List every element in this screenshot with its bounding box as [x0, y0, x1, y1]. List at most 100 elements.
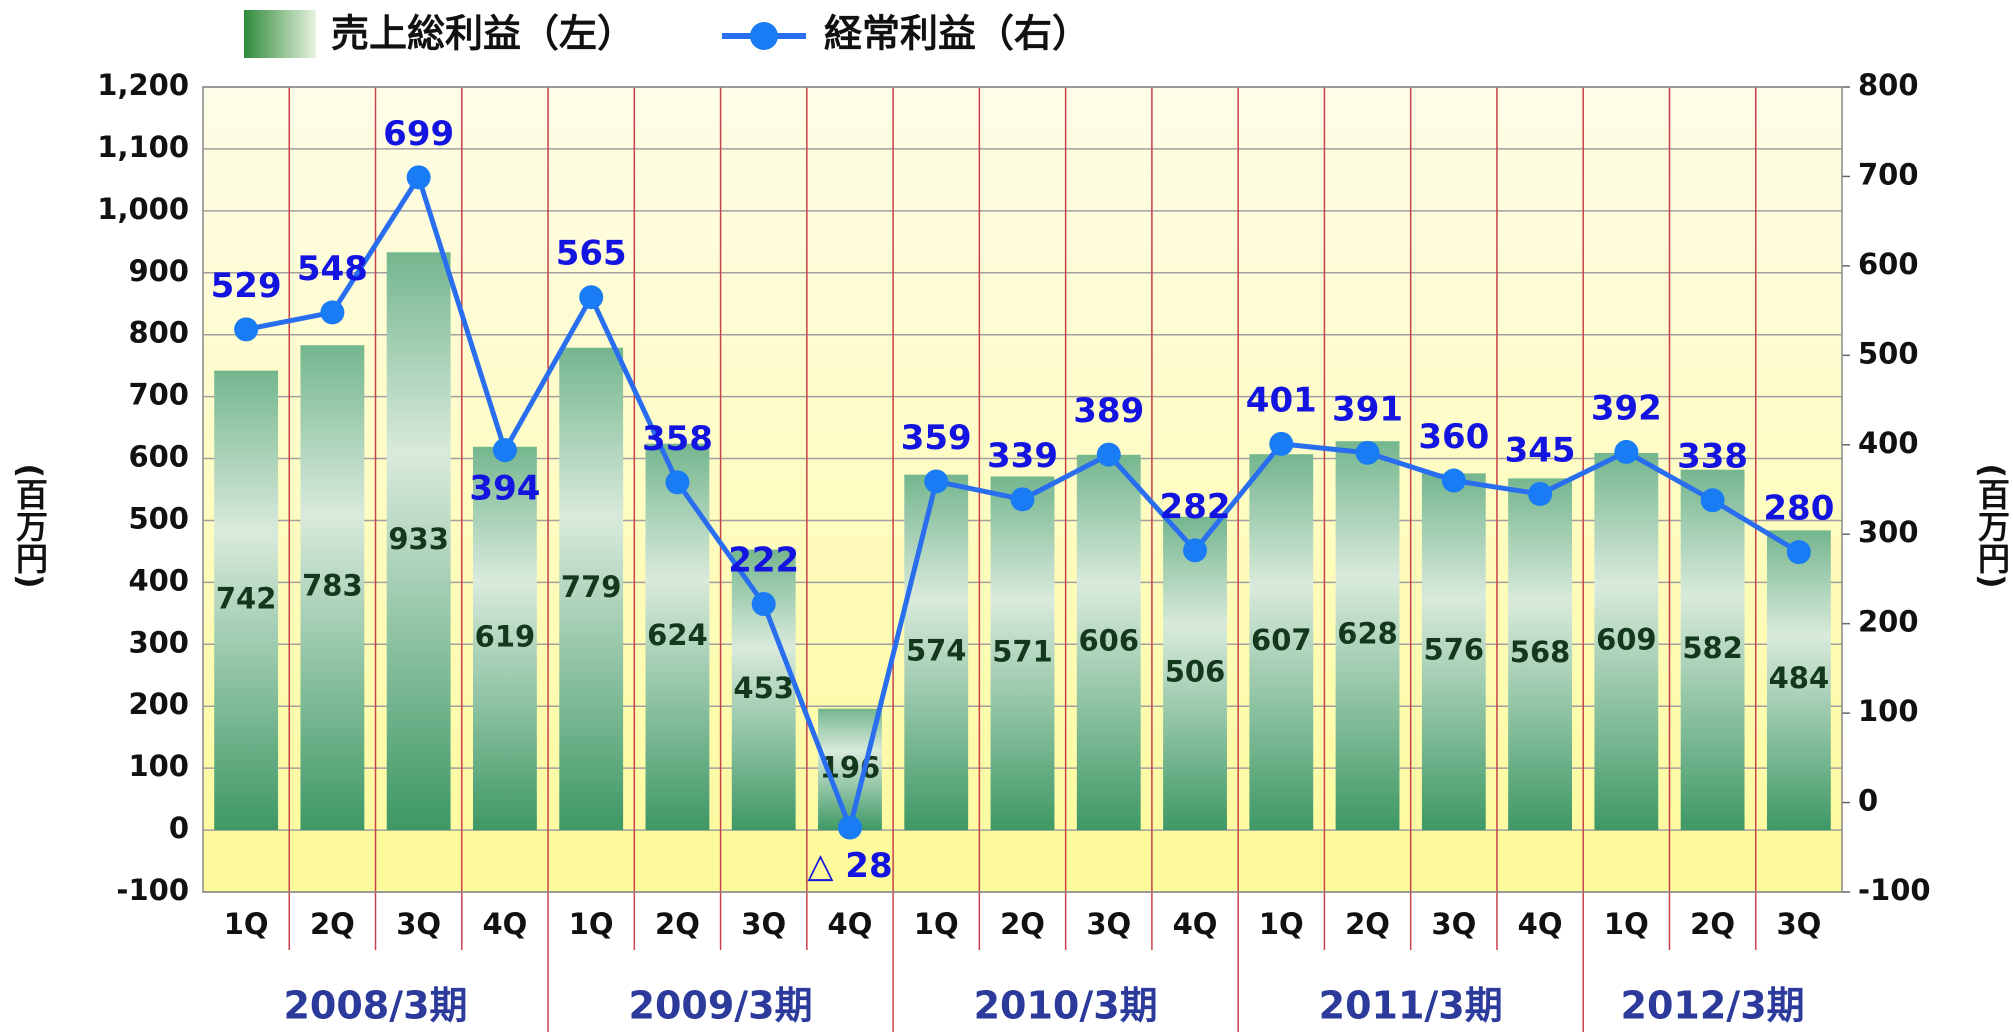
line-value-label: 394	[469, 469, 540, 509]
line-marker	[1528, 481, 1553, 506]
x-tick-label: 3Q	[396, 907, 441, 941]
x-tick-label: 4Q	[482, 907, 527, 941]
x-tick-label: 1Q	[224, 907, 269, 941]
line-value-label: 282	[1160, 487, 1231, 527]
bar-value-label: 484	[1769, 661, 1830, 695]
y-tick-label: 1,200	[97, 68, 189, 102]
y-tick-label: 100	[128, 749, 189, 783]
bar-value-label: 574	[906, 633, 967, 667]
line-marker	[406, 165, 431, 190]
line-marker	[1786, 540, 1811, 565]
x-tick-label: 4Q	[1518, 907, 1563, 941]
y-tick-label: -100	[116, 873, 189, 907]
bar	[214, 370, 279, 831]
x-tick-label: 2Q	[1690, 907, 1735, 941]
negative-band	[203, 830, 1842, 892]
y2-tick-label: 700	[1858, 157, 1919, 191]
line-value-label: 401	[1246, 380, 1317, 420]
line-marker	[1614, 439, 1639, 464]
line-value-label: 529	[211, 266, 282, 306]
y2-tick-label: -100	[1858, 873, 1931, 907]
bar-value-label: 624	[647, 618, 708, 652]
y2-tick-label: 200	[1858, 605, 1919, 639]
bar	[1163, 516, 1227, 831]
y2-tick-label: 800	[1858, 68, 1919, 102]
line-value-label: 699	[383, 114, 454, 154]
x-tick-label: 3Q	[1086, 907, 1131, 941]
line-marker	[1355, 440, 1380, 465]
x-tick-label: 3Q	[741, 907, 786, 941]
x-tick-label: 4Q	[828, 907, 873, 941]
line-value-label: 392	[1591, 388, 1662, 428]
bar-value-label: 607	[1251, 623, 1312, 657]
line-marker	[1269, 431, 1294, 456]
bar-value-label: 453	[733, 671, 794, 705]
x-tick-label: 3Q	[1776, 907, 1821, 941]
line-value-label: 360	[1418, 417, 1489, 457]
line-marker	[1010, 487, 1035, 512]
line-value-label: 359	[901, 418, 972, 458]
bar-value-label: 582	[1682, 631, 1743, 665]
bar	[473, 446, 537, 831]
bar-value-label: 506	[1165, 654, 1226, 688]
legend-label: 売上総利益（左）	[331, 12, 635, 56]
y-tick-label: 500	[128, 501, 189, 535]
bar-value-label: 933	[388, 522, 449, 556]
line-value-label: △ 28	[807, 846, 892, 886]
bar-value-label: 742	[216, 581, 277, 615]
line-marker	[1183, 538, 1208, 563]
period-label: 2010/3期	[974, 984, 1158, 1028]
bar	[559, 347, 624, 831]
line-marker	[579, 285, 604, 310]
x-tick-label: 1Q	[1259, 907, 1304, 941]
period-label: 2011/3期	[1319, 984, 1503, 1028]
x-tick-label: 2Q	[655, 907, 700, 941]
y2-tick-label: 0	[1858, 784, 1878, 818]
x-tick-label: 1Q	[1604, 907, 1649, 941]
y-tick-label: 200	[128, 687, 189, 721]
legend-marker	[750, 22, 778, 50]
y2-axis-label: (百万円)	[1973, 463, 2011, 588]
y-axis-label: (百万円)	[11, 463, 49, 588]
bar-value-label: 568	[1510, 635, 1571, 669]
period-label: 2012/3期	[1621, 984, 1805, 1028]
bar-value-label: 619	[475, 619, 536, 653]
line-marker	[320, 300, 345, 325]
line-value-label: 345	[1505, 430, 1576, 470]
bar	[1594, 452, 1659, 831]
y-tick-label: 400	[128, 563, 189, 597]
bar-value-label: 606	[1078, 623, 1139, 657]
line-marker	[234, 317, 259, 342]
bar-value-label: 783	[302, 569, 363, 603]
line-value-label: 565	[556, 234, 627, 274]
line-value-label: 389	[1073, 391, 1144, 431]
bar	[1335, 441, 1400, 831]
line-value-label: 338	[1677, 437, 1748, 477]
y2-tick-label: 300	[1858, 515, 1919, 549]
legend-label: 経常利益（右）	[824, 12, 1090, 56]
line-value-label: 280	[1763, 489, 1834, 529]
bar-value-label: 609	[1596, 623, 1657, 657]
y2-tick-label: 600	[1858, 247, 1919, 281]
legend-swatch	[244, 10, 316, 58]
plot-frame	[202, 86, 1843, 893]
y-tick-label: 800	[128, 316, 189, 350]
y2-tick-label: 100	[1858, 694, 1919, 728]
bar	[386, 252, 451, 831]
y-tick-label: 600	[128, 440, 189, 474]
y2-tick-label: 500	[1858, 336, 1919, 370]
x-tick-label: 1Q	[914, 907, 959, 941]
bar	[1766, 530, 1831, 831]
line-marker	[665, 470, 690, 495]
bar	[1680, 469, 1745, 831]
period-label: 2009/3期	[629, 984, 813, 1028]
x-tick-label: 1Q	[569, 907, 614, 941]
line-marker	[924, 469, 949, 494]
line-value-label: 358	[642, 419, 713, 459]
bar	[1249, 454, 1314, 831]
bar	[1421, 473, 1486, 831]
line-value-label: 339	[987, 436, 1058, 476]
y-tick-label: 0	[169, 811, 189, 845]
y-tick-label: 300	[128, 625, 189, 659]
x-tick-label: 2Q	[1000, 907, 1045, 941]
